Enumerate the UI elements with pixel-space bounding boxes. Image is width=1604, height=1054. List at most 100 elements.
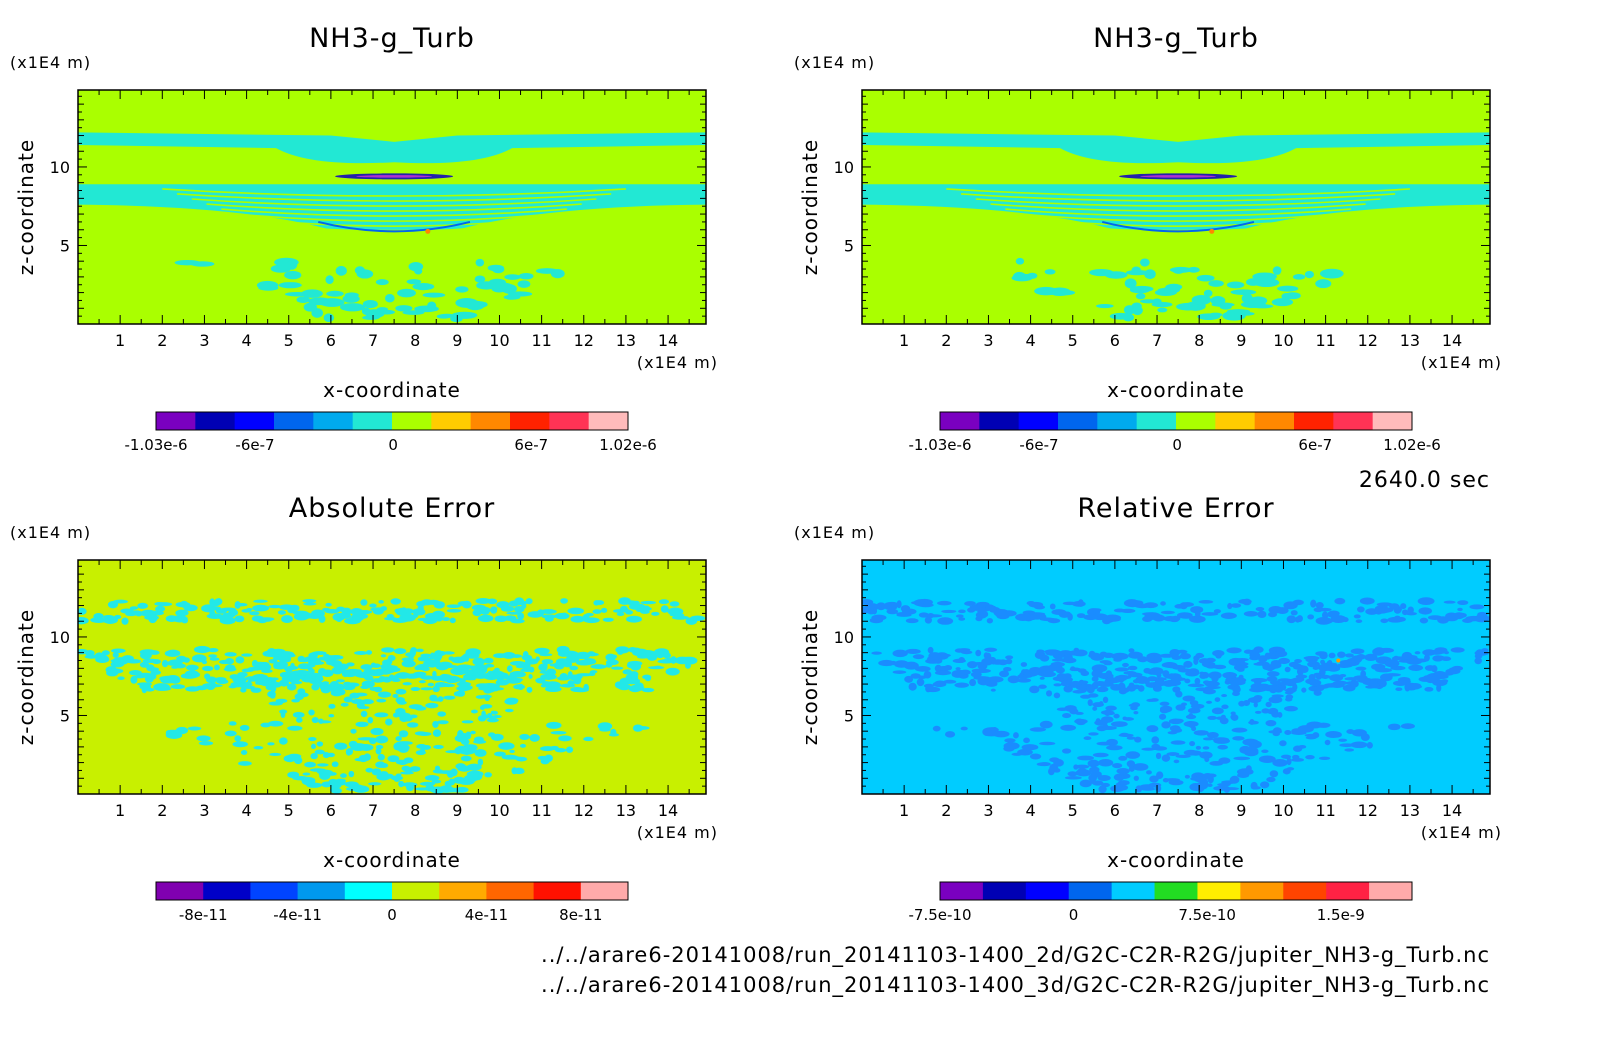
- noise-cell: [346, 662, 355, 667]
- noise-cell: [321, 681, 330, 685]
- plume-cell: [1210, 295, 1226, 306]
- x-tick-label: 11: [531, 801, 551, 820]
- noise-cell: [896, 611, 912, 616]
- plume-cell: [406, 279, 422, 285]
- noise-cell: [424, 774, 440, 781]
- noise-cell: [360, 710, 368, 718]
- noise-cell: [624, 609, 631, 613]
- noise-cell: [1127, 665, 1138, 671]
- noise-cell: [565, 656, 580, 663]
- noise-cell: [1313, 690, 1322, 696]
- noise-cell: [266, 653, 278, 658]
- noise-cell: [1168, 718, 1183, 725]
- noise-cell: [658, 599, 670, 605]
- plot-area: [77, 559, 707, 795]
- noise-cell: [1074, 651, 1082, 657]
- noise-cell: [1324, 665, 1334, 669]
- noise-cell: [1045, 650, 1060, 656]
- noise-cell: [459, 745, 466, 751]
- plume-cell: [362, 315, 380, 320]
- noise-cell: [388, 655, 395, 659]
- stripe: [1064, 228, 1293, 238]
- plume-cell: [1271, 298, 1294, 307]
- noise-cell: [1440, 679, 1449, 683]
- noise-cell: [1195, 652, 1204, 658]
- noise-cell: [514, 678, 524, 682]
- noise-cell: [360, 664, 373, 671]
- noise-cell: [311, 683, 320, 691]
- noise-cell: [1453, 612, 1465, 620]
- noise-cell: [466, 763, 482, 771]
- noise-cell: [1112, 762, 1123, 769]
- noise-cell: [1011, 752, 1023, 756]
- noise-cell: [139, 683, 151, 690]
- noise-cell: [322, 752, 330, 759]
- noise-cell: [1169, 618, 1180, 623]
- colorbar-frame: [155, 411, 629, 431]
- noise-cell: [1198, 600, 1214, 604]
- noise-cell: [432, 685, 440, 693]
- noise-cell: [130, 675, 138, 684]
- noise-cell: [114, 614, 122, 620]
- noise-cell: [316, 763, 329, 767]
- stripe: [221, 208, 567, 217]
- colorbar-swatch: [1369, 882, 1413, 900]
- noise-cell: [110, 658, 127, 663]
- noise-cell: [301, 677, 314, 683]
- noise-cell: [258, 617, 275, 622]
- noise-cell: [1232, 685, 1241, 694]
- colorbar-swatch: [156, 412, 196, 430]
- noise-cell: [975, 616, 983, 622]
- noise-cell: [1075, 769, 1092, 777]
- noise-cell: [78, 648, 89, 655]
- noise-cell: [1293, 665, 1306, 670]
- noise-cell: [410, 686, 421, 692]
- noise-cell: [335, 778, 346, 783]
- stripe: [206, 203, 582, 212]
- noise-cell: [318, 615, 326, 623]
- noise-cell: [1173, 759, 1180, 764]
- noise-cell: [1062, 713, 1072, 719]
- noise-cell: [181, 617, 189, 624]
- noise-cell: [1113, 608, 1126, 613]
- x-tick-label: 9: [452, 801, 462, 820]
- plume-cell: [340, 303, 366, 312]
- noise-cell: [1201, 612, 1219, 616]
- noise-cell: [328, 714, 335, 718]
- noise-cell: [1230, 677, 1243, 685]
- noise-cell: [1313, 672, 1321, 676]
- plot-frame: [77, 89, 707, 325]
- noise-cell: [395, 672, 411, 679]
- plume-cell: [414, 267, 423, 275]
- noise-cell: [1062, 673, 1072, 681]
- colorbar-tick-label: -4e-11: [273, 906, 322, 924]
- heatmap: [862, 90, 1490, 324]
- noise-cell: [1236, 659, 1246, 667]
- noise-cell: [1122, 716, 1127, 721]
- noise-cell: [395, 736, 402, 742]
- colorbar-tick-label: 6e-7: [1298, 436, 1332, 454]
- upper-band: [78, 132, 706, 164]
- noise-cell: [398, 745, 409, 753]
- noise-cell: [376, 698, 387, 703]
- noise-cell: [394, 648, 407, 655]
- noise-cell: [1457, 607, 1463, 612]
- plume-cell: [517, 280, 531, 288]
- noise-cell: [384, 668, 395, 674]
- noise-cell: [871, 651, 882, 655]
- noise-cell: [1097, 759, 1114, 767]
- noise-cell: [1073, 764, 1079, 770]
- noise-cell: [279, 671, 291, 678]
- colorbar-tick-label: 0: [388, 436, 398, 454]
- noise-cell: [238, 761, 252, 766]
- noise-cell: [977, 678, 990, 686]
- plume-cell: [286, 260, 298, 270]
- noise-cell: [215, 609, 227, 614]
- noise-cell: [916, 678, 925, 687]
- noise-cell: [878, 605, 896, 609]
- noise-cell: [1161, 754, 1171, 762]
- noise-cell: [862, 599, 874, 606]
- plume-cell: [1277, 285, 1299, 292]
- noise-cell: [239, 724, 250, 731]
